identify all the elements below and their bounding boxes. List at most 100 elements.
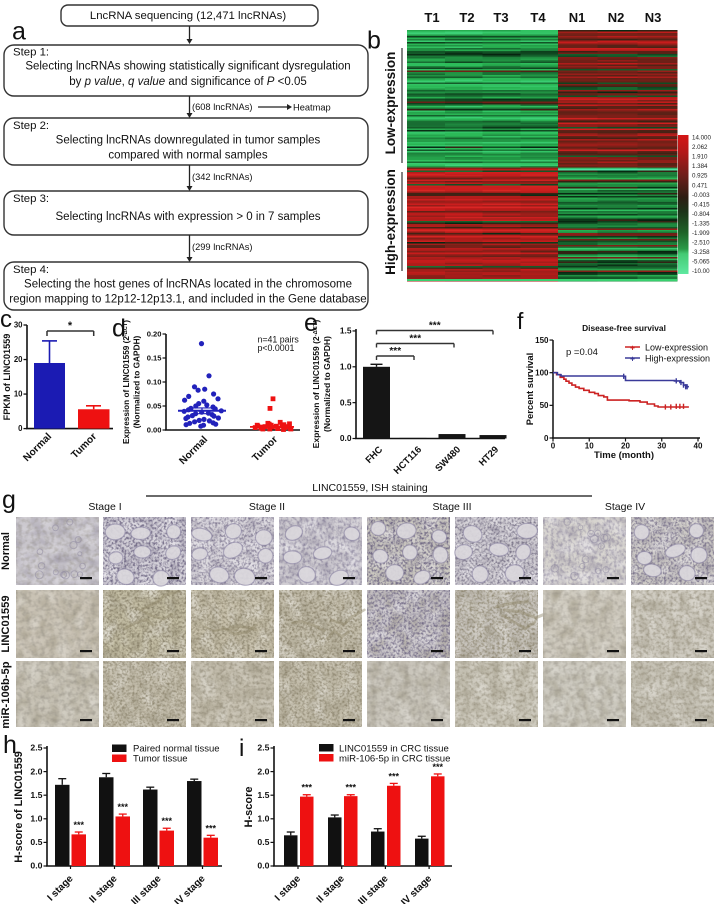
- svg-text:Step 3:: Step 3:: [13, 193, 49, 205]
- svg-text:***: ***: [345, 783, 356, 793]
- svg-text:High-expression: High-expression: [383, 169, 398, 275]
- svg-text:***: ***: [429, 321, 441, 332]
- svg-text:Expression of LINC01559 (2-ΔCT: Expression of LINC01559 (2-ΔCT): [122, 320, 131, 444]
- svg-text:g: g: [2, 486, 16, 514]
- svg-text:***: ***: [389, 346, 401, 357]
- svg-text:Selecting lncRNAs showing stat: Selecting lncRNAs showing statistically …: [25, 61, 350, 73]
- svg-text:***: ***: [205, 823, 216, 833]
- svg-text:n=41 pairs: n=41 pairs: [258, 335, 300, 345]
- svg-text:Heatmap: Heatmap: [293, 103, 331, 113]
- svg-text:IV stage: IV stage: [173, 873, 208, 904]
- svg-text:0.925: 0.925: [692, 173, 708, 180]
- svg-text:***: ***: [301, 783, 312, 793]
- svg-text:***: ***: [388, 771, 399, 781]
- svg-text:I stage: I stage: [273, 873, 303, 903]
- svg-text:FHC: FHC: [364, 444, 386, 466]
- svg-text:-0.003: -0.003: [692, 192, 710, 199]
- svg-text:*: *: [68, 320, 73, 332]
- svg-text:50: 50: [540, 401, 549, 410]
- svg-text:Time (month): Time (month): [594, 450, 654, 461]
- svg-text:1.5: 1.5: [30, 790, 42, 800]
- svg-text:-0.804: -0.804: [692, 211, 710, 218]
- svg-text:+: +: [630, 354, 635, 364]
- svg-text:0.10: 0.10: [147, 378, 162, 387]
- svg-text:1.910: 1.910: [692, 154, 708, 161]
- svg-text:***: ***: [73, 820, 84, 830]
- svg-text:a: a: [12, 18, 26, 46]
- svg-text:H-score: H-score: [243, 787, 255, 828]
- svg-text:(342 lncRNAs): (342 lncRNAs): [192, 172, 252, 182]
- svg-text:p =0.04: p =0.04: [566, 347, 598, 358]
- svg-text:0.5: 0.5: [30, 837, 42, 847]
- svg-text:-0.415: -0.415: [692, 201, 710, 208]
- svg-text:i: i: [239, 735, 244, 762]
- svg-text:c: c: [0, 306, 12, 333]
- svg-text:LncRNA sequencing (12,471 lncR: LncRNA sequencing (12,471 lncRNAs): [90, 10, 286, 22]
- svg-text:h: h: [3, 731, 17, 759]
- svg-text:N2: N2: [608, 10, 625, 25]
- svg-text:Percent survival: Percent survival: [524, 353, 535, 425]
- svg-text:T2: T2: [459, 10, 474, 25]
- svg-text:N3: N3: [645, 10, 662, 25]
- svg-text:2.5: 2.5: [30, 743, 42, 753]
- svg-text:Stage IV: Stage IV: [605, 501, 645, 513]
- svg-text:2.0: 2.0: [30, 766, 42, 776]
- svg-text:b: b: [367, 27, 381, 55]
- svg-text:10: 10: [14, 390, 23, 399]
- svg-text:Stage II: Stage II: [249, 501, 285, 513]
- svg-text:f: f: [517, 308, 524, 334]
- svg-text:-1.909: -1.909: [692, 230, 710, 237]
- svg-text:Tumor tissue: Tumor tissue: [133, 754, 188, 765]
- svg-text:Selecting the host genes of ln: Selecting the host genes of lncRNAs loca…: [24, 279, 352, 291]
- svg-text:e: e: [304, 309, 318, 337]
- svg-text:30: 30: [657, 442, 666, 451]
- svg-text:Stage III: Stage III: [432, 501, 471, 513]
- svg-text:0.5: 0.5: [340, 397, 352, 407]
- svg-text:Tumor: Tumor: [69, 431, 99, 461]
- svg-text:LINC01559 in CRC tissue: LINC01559 in CRC tissue: [339, 744, 449, 755]
- svg-text:miR-106b-5p: miR-106b-5p: [0, 661, 12, 728]
- svg-text:0.5: 0.5: [257, 837, 269, 847]
- svg-text:***: ***: [117, 802, 128, 812]
- svg-text:Disease-free survival: Disease-free survival: [582, 323, 666, 333]
- svg-text:compared with normal samples: compared with normal samples: [108, 150, 267, 162]
- svg-text:0: 0: [551, 442, 556, 451]
- svg-text:Expression of LINC01559 (2-ΔCT: Expression of LINC01559 (2-ΔCT): [311, 320, 321, 449]
- svg-text:Step 1:: Step 1:: [13, 47, 49, 59]
- svg-text:+: +: [630, 343, 635, 353]
- svg-text:HCT116: HCT116: [392, 444, 424, 476]
- svg-text:T4: T4: [530, 10, 546, 25]
- svg-text:Normal: Normal: [0, 532, 12, 570]
- svg-text:High-expression: High-expression: [645, 354, 710, 364]
- svg-text:150: 150: [535, 336, 549, 345]
- svg-text:Low-expression: Low-expression: [645, 343, 708, 353]
- svg-text:2.0: 2.0: [257, 766, 269, 776]
- svg-text:LINC01559: LINC01559: [0, 595, 12, 652]
- svg-text:II stage: II stage: [315, 873, 347, 904]
- svg-text:II stage: II stage: [87, 873, 119, 904]
- svg-text:***: ***: [409, 334, 421, 345]
- svg-text:20: 20: [14, 355, 23, 364]
- svg-text:1.0: 1.0: [30, 814, 42, 824]
- svg-text:d: d: [112, 315, 126, 343]
- svg-text:(Normalized to GAPDH): (Normalized to GAPDH): [322, 336, 332, 432]
- svg-text:by p value, q value and signif: by p value, q value and significance of …: [69, 76, 307, 88]
- svg-text:I stage: I stage: [45, 873, 75, 903]
- svg-text:T3: T3: [493, 10, 508, 25]
- svg-text:LINC01559, ISH staining: LINC01559, ISH staining: [312, 482, 428, 494]
- svg-text:0.0: 0.0: [257, 861, 269, 871]
- svg-text:1.0: 1.0: [340, 362, 352, 372]
- svg-text:1.0: 1.0: [257, 814, 269, 824]
- svg-text:0.0: 0.0: [340, 433, 352, 443]
- svg-text:-2.510: -2.510: [692, 240, 710, 247]
- svg-text:0.05: 0.05: [147, 402, 163, 411]
- svg-text:100: 100: [535, 369, 549, 378]
- svg-text:0: 0: [18, 424, 23, 433]
- svg-text:1.5: 1.5: [340, 326, 352, 336]
- svg-text:-3.258: -3.258: [692, 249, 710, 256]
- svg-text:0.471: 0.471: [692, 182, 708, 189]
- svg-text:***: ***: [161, 816, 172, 826]
- svg-text:p<0.0001: p<0.0001: [258, 343, 295, 353]
- svg-text:III stage: III stage: [130, 873, 164, 904]
- svg-text:miR-106-5p in CRC tissue: miR-106-5p in CRC tissue: [339, 754, 450, 765]
